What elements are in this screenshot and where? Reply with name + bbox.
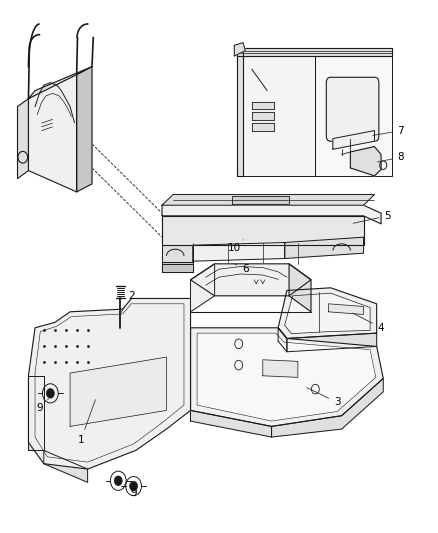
Text: 6: 6 (234, 264, 249, 274)
Circle shape (114, 476, 122, 486)
Polygon shape (333, 131, 374, 149)
Polygon shape (289, 264, 311, 312)
Polygon shape (263, 360, 298, 377)
Polygon shape (237, 48, 392, 56)
Polygon shape (28, 75, 77, 192)
Polygon shape (162, 262, 193, 272)
Text: 7: 7 (373, 126, 404, 135)
Text: 3: 3 (307, 387, 341, 407)
Polygon shape (315, 56, 392, 176)
Polygon shape (197, 333, 376, 421)
Polygon shape (252, 112, 274, 120)
Polygon shape (191, 328, 383, 426)
Polygon shape (191, 410, 272, 437)
Polygon shape (278, 288, 377, 338)
Text: 9: 9 (36, 399, 48, 413)
Polygon shape (162, 245, 193, 264)
Text: 5: 5 (353, 211, 391, 223)
Polygon shape (237, 48, 243, 176)
Polygon shape (44, 450, 88, 482)
Text: 4: 4 (353, 313, 385, 333)
Text: 1: 1 (78, 400, 95, 445)
Polygon shape (272, 378, 383, 437)
Text: 8: 8 (377, 152, 404, 162)
Polygon shape (285, 237, 364, 259)
Text: 2: 2 (120, 291, 135, 315)
Polygon shape (162, 195, 374, 205)
Circle shape (130, 481, 138, 491)
Polygon shape (350, 147, 381, 176)
Polygon shape (77, 67, 92, 192)
Polygon shape (243, 56, 315, 176)
Polygon shape (18, 99, 28, 179)
Polygon shape (278, 328, 287, 352)
Polygon shape (191, 264, 215, 312)
Polygon shape (252, 123, 274, 131)
Polygon shape (287, 333, 377, 352)
FancyBboxPatch shape (326, 77, 379, 141)
Polygon shape (285, 293, 370, 334)
Polygon shape (28, 67, 92, 99)
Polygon shape (232, 196, 289, 204)
Polygon shape (70, 357, 166, 426)
Polygon shape (252, 102, 274, 109)
Polygon shape (28, 376, 44, 450)
Polygon shape (328, 304, 364, 314)
Polygon shape (28, 298, 191, 469)
Polygon shape (191, 264, 311, 296)
Circle shape (46, 389, 54, 398)
Polygon shape (234, 43, 245, 56)
Polygon shape (162, 216, 364, 245)
Text: 9: 9 (125, 484, 137, 498)
Polygon shape (193, 243, 285, 261)
Text: 10: 10 (228, 240, 243, 253)
Polygon shape (162, 205, 381, 224)
